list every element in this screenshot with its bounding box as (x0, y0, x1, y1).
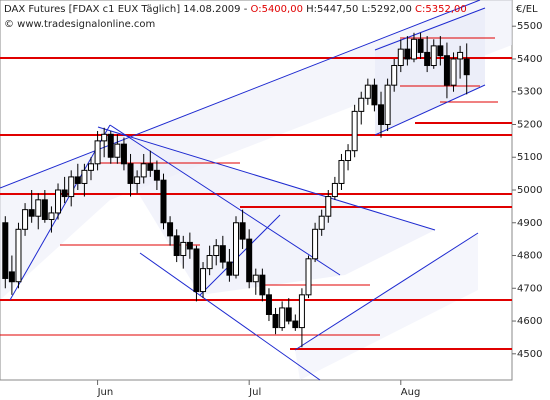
candle-body (147, 163, 154, 171)
y-tick-label: 4700 (517, 283, 542, 294)
candle-body (68, 176, 75, 198)
low-label: L:5292,00 (362, 4, 412, 15)
candle-body (48, 212, 55, 220)
candle-body (180, 241, 187, 257)
trend-lines (0, 0, 486, 381)
candle-body (292, 320, 299, 329)
candle-body (74, 176, 81, 184)
candle-body (226, 261, 233, 276)
candle-body (22, 209, 29, 230)
candle-body (404, 48, 411, 60)
high-label: H:5447,50 (306, 4, 358, 15)
candle-body (55, 189, 62, 214)
candle-body (318, 215, 325, 230)
candle-body (239, 222, 246, 240)
x-tick-label: Aug (401, 387, 421, 398)
candle-body (246, 238, 253, 283)
candle-body (153, 169, 160, 181)
candle-body (193, 248, 200, 293)
candle-body (298, 294, 305, 329)
y-tick-label: 4500 (517, 349, 542, 360)
candle-body (8, 271, 15, 283)
candle-body (233, 222, 239, 276)
candle-body (424, 51, 431, 67)
candle-body (437, 45, 444, 57)
candle-body (345, 150, 352, 162)
candle-body (417, 38, 424, 53)
x-tick-label: Jun (97, 387, 114, 398)
x-tick-label: Jul (248, 387, 261, 398)
candle-body (378, 104, 385, 125)
candle-body (351, 110, 358, 152)
y-tick-label: 4800 (517, 251, 542, 262)
candle-body (120, 143, 127, 165)
candle-body (450, 58, 457, 86)
candle-body (279, 307, 286, 329)
y-tick-label: 4600 (517, 316, 542, 327)
y-axis-label: €/EL (516, 4, 538, 15)
candle-body (272, 313, 279, 329)
candle-body (371, 84, 378, 106)
candle-body (94, 140, 101, 165)
candle-body (167, 222, 174, 237)
y-tick-label: 5200 (517, 119, 542, 130)
candle-body (213, 245, 220, 257)
candle-body (200, 268, 207, 293)
candle-body (107, 133, 114, 158)
candle-body (391, 65, 398, 86)
candle-body (41, 199, 48, 220)
close-label: C:5352,00 (415, 4, 467, 15)
candle-body (397, 48, 404, 67)
candle-body (358, 97, 365, 112)
candle-body (15, 228, 22, 283)
candle-body (410, 38, 417, 60)
candle-body (265, 294, 272, 315)
candle-body (331, 182, 338, 198)
header: DAX Futures [FDAX c1 EUX Täglich] 14.08.… (4, 4, 467, 15)
y-tick-label: 5500 (517, 21, 542, 32)
candle-body (101, 133, 108, 142)
candle-body (127, 163, 134, 184)
candle-body (463, 58, 470, 76)
candle-body (186, 241, 193, 250)
candle-body (81, 169, 88, 184)
candle-body (364, 84, 371, 99)
candle-body (140, 163, 147, 178)
y-tick-label: 5000 (517, 185, 542, 196)
candle-body (305, 258, 312, 296)
instrument: DAX Futures [FDAX c1 EUX Täglich] 14.08.… (4, 4, 248, 15)
candle-body (173, 235, 180, 257)
credit: © www.tradesignalonline.com (4, 19, 155, 30)
candle-body (285, 307, 292, 322)
candle-body (206, 255, 213, 270)
candle-body (252, 274, 259, 283)
candle-body (35, 199, 42, 217)
candle-body (384, 84, 391, 125)
y-tick-label: 5400 (517, 54, 542, 65)
y-tick-label: 4900 (517, 218, 542, 229)
open-label: O:5400,00 (251, 4, 303, 15)
candle-body (312, 228, 319, 260)
candle-body (430, 45, 437, 67)
candle-body (338, 160, 345, 184)
candle-body (325, 196, 332, 217)
candle-body (61, 189, 68, 198)
y-tick-label: 5100 (517, 152, 542, 163)
candle-body (219, 245, 226, 263)
candle-body (457, 51, 464, 60)
candle-body (160, 179, 167, 224)
candle-body (28, 209, 35, 217)
candle-body (87, 163, 94, 171)
y-tick-label: 5300 (517, 87, 542, 98)
candle-body (134, 176, 141, 184)
candle-body (2, 222, 9, 279)
candle-body (114, 143, 121, 158)
candle-body (259, 274, 266, 296)
candle-body (443, 55, 450, 86)
